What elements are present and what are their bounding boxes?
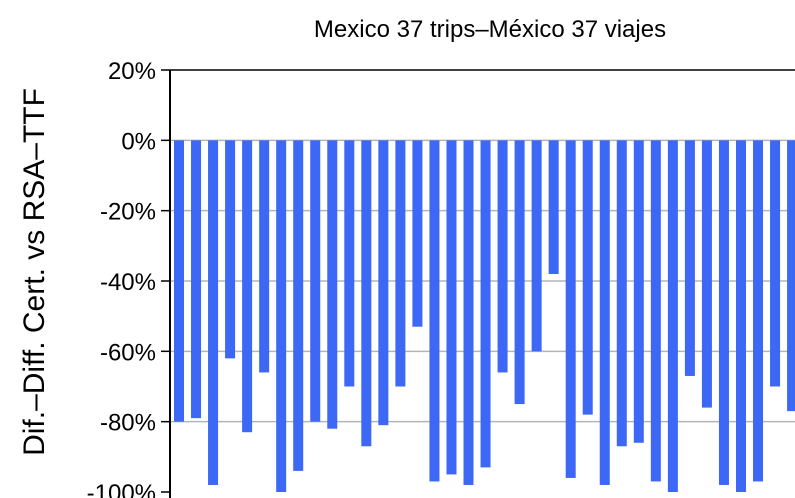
bar <box>531 140 542 352</box>
bar <box>770 140 781 387</box>
bar <box>548 140 559 274</box>
y-tick-label: -20% <box>100 199 156 226</box>
bar <box>293 140 304 471</box>
bar <box>633 140 644 443</box>
bar <box>616 140 627 447</box>
bar <box>787 140 795 412</box>
y-tick-label: -100% <box>87 480 156 498</box>
bar <box>310 140 321 422</box>
bar <box>191 140 202 419</box>
y-tick-label: -40% <box>100 269 156 296</box>
bar <box>753 140 764 482</box>
bar <box>667 140 678 493</box>
bar <box>225 140 236 359</box>
bar <box>361 140 372 447</box>
bar <box>565 140 576 478</box>
bar <box>344 140 355 387</box>
bar <box>395 140 406 387</box>
bar <box>412 140 423 327</box>
bar <box>735 140 746 493</box>
y-ticks: 20% 0% -20% -40% -60% -80% -100% <box>87 58 170 498</box>
y-tick-label: -80% <box>100 410 156 437</box>
y-axis-label: Dif.–Diff. Cert. vs RSA–TTF <box>18 88 51 456</box>
bar <box>259 140 270 373</box>
bar <box>174 140 184 422</box>
bar <box>208 140 219 485</box>
bar <box>276 140 287 493</box>
bar <box>701 140 712 408</box>
bar <box>480 140 491 468</box>
bar <box>582 140 593 415</box>
y-tick-label: 0% <box>121 128 156 155</box>
bar <box>378 140 389 426</box>
bar <box>463 140 474 485</box>
bar <box>684 140 695 376</box>
axes <box>169 69 795 498</box>
bars <box>174 140 795 493</box>
bar <box>497 140 508 373</box>
bar <box>446 140 457 475</box>
bar <box>429 140 440 482</box>
y-tick-label: 20% <box>108 58 156 85</box>
bar <box>650 140 661 482</box>
chart-title: Mexico 37 trips–México 37 viajes <box>314 16 666 43</box>
bar <box>242 140 253 433</box>
bar <box>327 140 338 429</box>
y-tick-label: -60% <box>100 339 156 366</box>
bar <box>514 140 525 405</box>
bar <box>718 140 729 485</box>
bar <box>599 140 610 485</box>
